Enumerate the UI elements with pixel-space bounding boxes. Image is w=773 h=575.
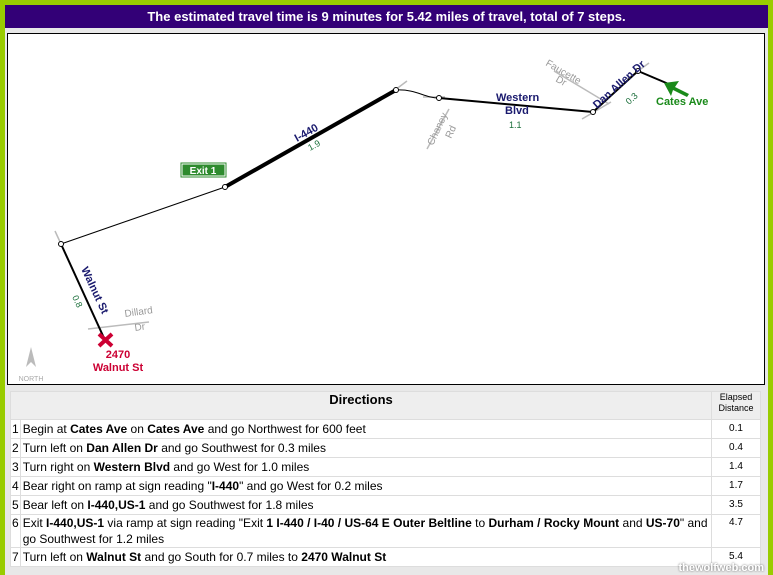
step-place-name: I-440,US-1 [46,516,105,530]
direction-step-row: 4 Bear right on ramp at sign reading "I-4… [10,476,761,496]
walnut-distance: 0.8 [70,294,84,310]
direction-step-row: 7 Turn left on Walnut St and go South for… [10,547,761,567]
step-instruction: Bear left on I-440,US-1 and go Southwest… [19,495,713,515]
page-frame: The estimated travel time is 9 minutes f… [5,5,768,575]
step-elapsed-distance: 1.4 [711,457,761,477]
step-text: Turn left on [22,550,87,564]
step-instruction: Begin at Cates Ave on Cates Ave and go N… [19,419,713,439]
side-roads [54,62,650,330]
step-place-name: Cates Ave [70,422,128,436]
dan-allen-cross [581,101,612,120]
step-text: " and go Southwest for 1.2 miles [22,516,708,546]
step-elapsed-distance: 0.1 [711,419,761,439]
north-arrow-icon [26,347,36,367]
step-number: 7 [10,547,21,567]
direction-step-row: 1 Begin at Cates Ave on Cates Ave and go … [10,419,761,439]
directions-table: Directions Elapsed Distance 1 Begin at Ca… [10,391,761,567]
step-instruction: Turn left on Walnut St and go South for … [19,547,713,567]
step-number: 2 [10,438,21,458]
route-nodes [58,68,641,247]
direction-step-row: 5 Bear left on I-440,US-1 and go Southwes… [10,495,761,515]
step-text: to [471,516,489,530]
faucette-road [553,70,610,105]
route-line [60,70,672,339]
start-arrow-icon [664,81,689,97]
direction-step-row: 2 Turn left on Dan Allen Dr and go Southw… [10,438,761,458]
step-text: and go Southwest for 1.8 miles [145,498,314,512]
direction-step-row: 3 Turn right on Western Blvd and go West … [10,457,761,477]
chaney-label-2: Rd [444,124,459,140]
step-place-name: US-70 [645,516,680,530]
destination-street: Walnut St [93,362,144,374]
step-text: and [619,516,646,530]
step-place-name: Dan Allen Dr [86,441,158,455]
step-elapsed-distance: 1.7 [711,476,761,496]
dillard-label: Dillard [124,305,154,320]
step-number: 4 [10,476,21,496]
step-text: Bear left on [22,498,88,512]
step-elapsed-distance: 4.7 [711,514,761,548]
step-text: and go South for 0.7 miles to [141,550,302,564]
step-place-name: 1 I-440 / I-40 / US-64 E Outer Beltline [266,516,472,530]
step-place-name: Durham / Rocky Mount [488,516,620,530]
destination-marker-icon [97,332,114,348]
step-text: Bear right on ramp at sign reading " [22,479,212,493]
western-distance: 1.1 [509,120,522,130]
dan-allen-label: Dan Allen Dr [591,58,648,111]
step-number: 6 [10,514,21,548]
step-place-name: Cates Ave [147,422,205,436]
step-instruction: Turn right on Western Blvd and go West f… [19,457,713,477]
travel-summary: The estimated travel time is 9 minutes f… [5,5,768,28]
step-number: 1 [10,419,21,439]
dan-allen-distance: 0.3 [624,91,640,107]
watermark: thewolfweb.com [678,562,764,574]
step-text: Turn right on [22,460,94,474]
exit-sign: Exit 1 [179,161,228,179]
western-label-2: Blvd [505,105,529,117]
chaney-road [426,108,450,150]
step-instruction: Bear right on ramp at sign reading "I-44… [19,476,713,496]
step-instruction: Turn left on Dan Allen Dr and go Southwe… [19,438,713,458]
directions-header: Directions [10,391,712,420]
dillard-label-2: Dr [134,322,147,334]
map-canvas: Faucette Dr Chaney Rd Dillard Dr [19,58,709,383]
step-text: and go West for 1.0 miles [170,460,310,474]
step-elapsed-distance: 3.5 [711,495,761,515]
step-text: on [127,422,148,436]
route-map[interactable]: Faucette Dr Chaney Rd Dillard Dr [7,33,765,385]
exit-sign-label: Exit 1 [190,166,217,177]
step-place-name: I-440 [211,479,240,493]
step-place-name: 2470 Walnut St [301,550,387,564]
step-text: via ramp at sign reading "Exit [104,516,267,530]
step-elapsed-distance: 0.4 [711,438,761,458]
step-elapsed-distance: 5.4 [711,547,761,567]
elapsed-distance-header: Elapsed Distance [711,391,761,420]
step-text: Exit [22,516,47,530]
destination-number: 2470 [106,349,130,361]
north-label: NORTH [19,376,44,383]
step-number: 3 [10,457,21,477]
step-instruction: Exit I-440,US-1 via ramp at sign reading… [19,514,713,548]
step-place-name: Walnut St [86,550,142,564]
step-text: Turn left on [22,441,87,455]
step-text: " and go West for 0.2 miles [239,479,383,493]
step-place-name: Western Blvd [93,460,171,474]
dillard-road [87,321,150,330]
direction-step-row: 6 Exit I-440,US-1 via ramp at sign readin… [10,514,761,548]
step-place-name: I-440,US-1 [87,498,146,512]
step-number: 5 [10,495,21,515]
step-text: Begin at [22,422,71,436]
western-label: Western [496,92,539,104]
step-text: and go Southwest for 0.3 miles [157,441,326,455]
step-text: and go Northwest for 600 feet [204,422,366,436]
start-label: Cates Ave [656,96,708,108]
